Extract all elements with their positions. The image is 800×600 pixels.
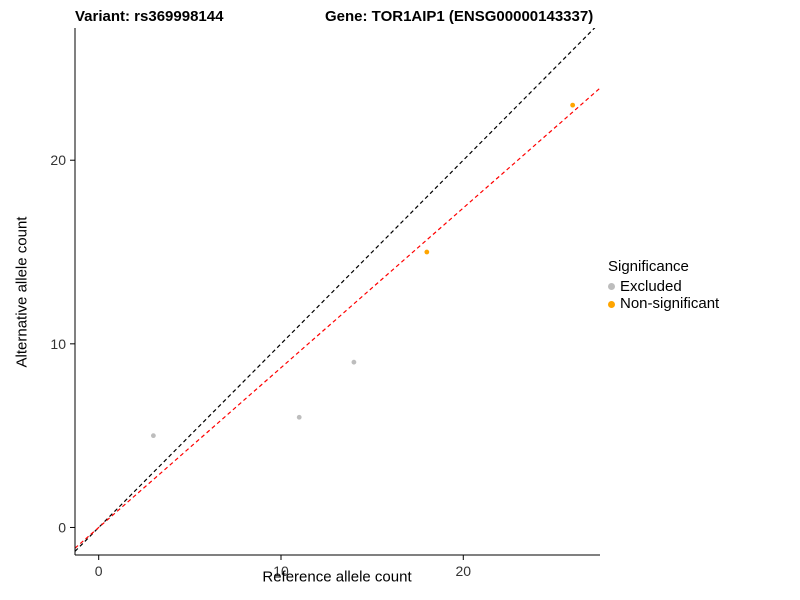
legend-title: Significance <box>608 258 689 275</box>
excluded-dot-icon <box>608 283 615 291</box>
x-tick-label: 20 <box>455 563 471 579</box>
y-tick-label: 20 <box>50 152 66 168</box>
legend-label-non-significant: Non-significant <box>620 295 720 313</box>
y-axis-label: Alternative allele count <box>13 216 31 368</box>
data-point-excluded <box>296 414 302 420</box>
legend: Significance Excluded Non-significant <box>608 258 719 313</box>
legend-item-non-significant: Non-significant <box>608 295 719 313</box>
x-axis-label: Reference allele count <box>262 568 412 586</box>
y-tick-label: 10 <box>50 336 66 352</box>
y-tick-label: 0 <box>58 519 66 535</box>
identity-line <box>75 28 596 552</box>
data-point-non-significant <box>424 249 430 255</box>
gene-title: Gene: TOR1AIP1 (ENSG00000143337) <box>325 8 594 25</box>
legend-item-excluded: Excluded <box>608 278 719 296</box>
legend-label-excluded: Excluded <box>620 277 682 295</box>
data-point-excluded <box>351 359 357 365</box>
data-point-non-significant <box>570 102 576 108</box>
x-tick-label: 0 <box>95 563 103 579</box>
x-tick-label: 10 <box>273 563 289 579</box>
fit-line <box>75 87 600 549</box>
non-significant-dot-icon <box>608 300 615 308</box>
data-point-excluded <box>150 433 156 439</box>
variant-title: Variant: rs369998144 <box>75 8 224 25</box>
